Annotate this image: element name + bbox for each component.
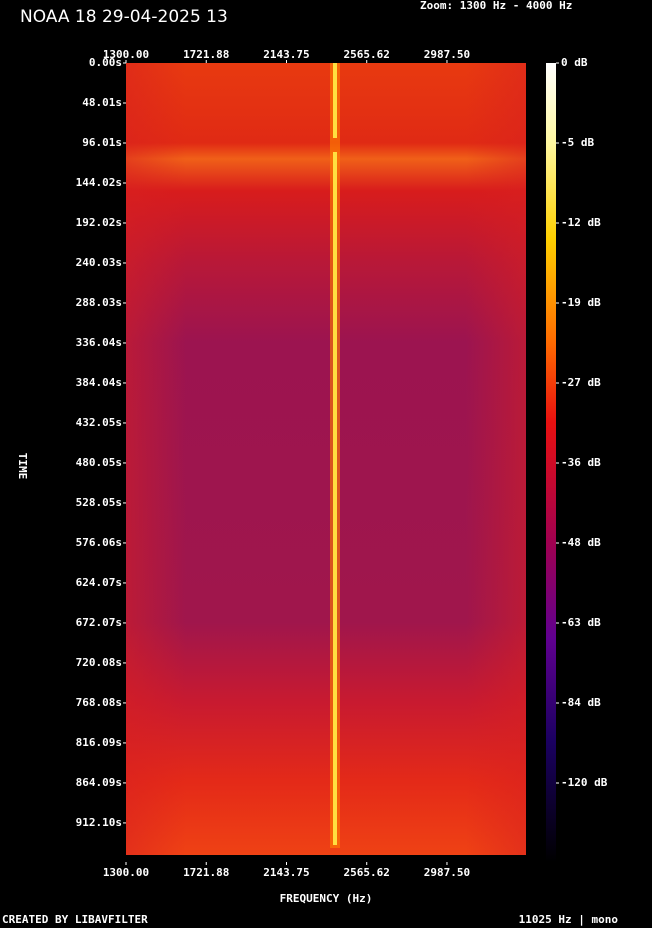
spectrogram-end (126, 855, 526, 862)
zoom-label: Zoom: 1300 Hz - 4000 Hz (420, 0, 572, 12)
y-tick-label: 192.02s (76, 216, 122, 229)
y-tick-label: 864.09s (76, 776, 122, 789)
y-tick-label: 288.03s (76, 296, 122, 309)
colorbar-tick-label: -120 dB (561, 776, 608, 789)
colorbar-tick-label: 0 dB (561, 56, 588, 69)
y-tick-label: 624.07s (76, 576, 122, 589)
x-tick-label: 1300.00 (103, 866, 149, 879)
x-tick-label: 1721.88 (183, 48, 229, 61)
x-tick-label: 2565.62 (344, 866, 390, 879)
signal-line (333, 63, 337, 138)
y-tick-label: 336.04s (76, 336, 122, 349)
x-tick-label: 1300.00 (103, 48, 149, 61)
colorbar-tick-label: -19 dB (561, 296, 601, 309)
colorbar-tick-label: -5 dB (561, 136, 594, 149)
y-tick-label: 384.04s (76, 376, 122, 389)
colorbar-tick-label: -48 dB (561, 536, 601, 549)
y-tick-label: 48.01s (82, 96, 122, 109)
y-tick-label: 480.05s (76, 456, 122, 469)
spectrogram-edge (126, 63, 526, 862)
x-tick-label: 2143.75 (263, 866, 309, 879)
signal-line (333, 152, 337, 845)
colorbar-tick-label: -36 dB (561, 456, 601, 469)
y-tick-label: 96.01s (82, 136, 122, 149)
colorbar (546, 63, 556, 862)
chart-title: NOAA 18 29-04-2025 13 (20, 7, 228, 27)
colorbar-tick-label: -84 dB (561, 696, 601, 709)
y-tick-label: 0.00s (89, 56, 122, 69)
x-tick-label: 2143.75 (263, 48, 309, 61)
x-tick-label: 2987.50 (424, 866, 470, 879)
x-tick-label: 2565.62 (344, 48, 390, 61)
colorbar-tick-label: -63 dB (561, 616, 601, 629)
y-tick-label: 912.10s (76, 816, 122, 829)
colorbar-tick-label: -12 dB (561, 216, 601, 229)
y-tick-label: 528.05s (76, 496, 122, 509)
y-tick-label: 576.06s (76, 536, 122, 549)
footer-right: 11025 Hz | mono (519, 913, 619, 926)
x-tick-label: 1721.88 (183, 866, 229, 879)
y-tick-label: 144.02s (76, 176, 122, 189)
spectrogram (126, 63, 526, 862)
footer-left: CREATED BY LIBAVFILTER (2, 913, 148, 926)
y-tick-label: 816.09s (76, 736, 122, 749)
y-tick-label: 672.07s (76, 616, 122, 629)
y-axis-title: TIME (16, 453, 29, 480)
x-tick-label: 2987.50 (424, 48, 470, 61)
y-tick-label: 720.08s (76, 656, 122, 669)
x-axis-title: FREQUENCY (Hz) (280, 892, 373, 905)
colorbar-tick-label: -27 dB (561, 376, 601, 389)
y-tick-label: 768.08s (76, 696, 122, 709)
y-tick-label: 432.05s (76, 416, 122, 429)
y-tick-label: 240.03s (76, 256, 122, 269)
